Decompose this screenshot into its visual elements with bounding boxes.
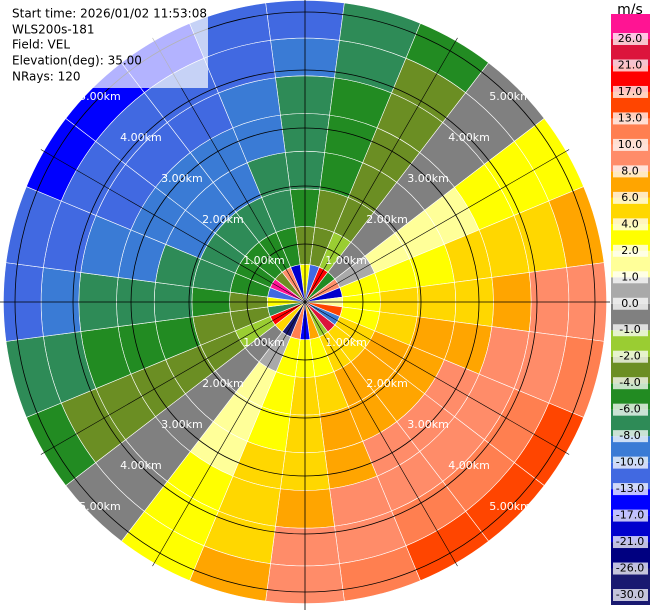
colorbar-label-bg (613, 509, 648, 522)
colorbar-label: -8.0 (619, 429, 640, 442)
range-ring (130, 127, 480, 477)
colorbar-label: 21.0 (618, 58, 643, 71)
colorbar-label-bg (613, 33, 648, 45)
colorbar-label: -10.0 (616, 456, 644, 469)
colorbar-label: 13.0 (618, 111, 643, 124)
range-label: 3.00km (407, 418, 449, 431)
range-label: 2.00km (202, 377, 244, 390)
colorbar-label-bg (613, 218, 648, 231)
range-label: 4.00km (120, 459, 162, 472)
range-label: 2.00km (366, 213, 408, 226)
colorbar-label: 8.0 (621, 164, 639, 177)
range-label: 4.00km (448, 459, 490, 472)
colorbar-label-bg (613, 297, 648, 310)
info-line: Elevation(deg): 35.00 (12, 54, 142, 68)
colorbar-label-bg (613, 430, 648, 443)
colorbar-label-bg (613, 138, 648, 151)
colorbar-label-bg (613, 536, 648, 549)
colorbar-label: -13.0 (616, 482, 644, 495)
colorbar-label: 4.0 (621, 217, 639, 230)
range-label: 4.00km (448, 131, 490, 144)
colorbar-label: -2.0 (619, 350, 640, 363)
colorbar-label: -30.0 (616, 588, 644, 601)
colorbar-label: 26.0 (618, 32, 643, 45)
range-label: 2.00km (202, 213, 244, 226)
info-line: NRays: 120 (12, 70, 81, 84)
colorbar-label: 0.0 (621, 297, 639, 310)
colorbar-label-bg (613, 350, 648, 363)
range-label: 5.00km (489, 500, 531, 513)
range-label: 1.00km (325, 254, 367, 267)
range-label: 5.00km (79, 90, 121, 103)
colorbar-label: -6.0 (619, 403, 640, 416)
range-ring (72, 69, 538, 535)
info-box (8, 4, 208, 88)
range-ring (14, 11, 596, 593)
spoke (152, 37, 458, 567)
info-line: Start time: 2026/01/02 11:53:08 (12, 7, 207, 21)
colorbar-label-bg (613, 271, 648, 284)
colorbar-label-bg (613, 403, 648, 416)
range-label: 2.00km (366, 377, 408, 390)
range-label: 1.00km (325, 336, 367, 349)
overlay (0, 0, 610, 610)
colorbar-label: -17.0 (616, 509, 644, 522)
colorbar-label-bg (613, 324, 648, 337)
range-ring (188, 185, 422, 419)
range-label: 3.00km (161, 418, 203, 431)
colorbar-label-bg (613, 483, 648, 496)
colorbar-label: -26.0 (616, 562, 644, 575)
range-label: 5.00km (489, 90, 531, 103)
range-label: 4.00km (120, 131, 162, 144)
range-ring (246, 243, 364, 361)
colorbar-label-bg (613, 377, 648, 390)
range-label: 1.00km (243, 336, 285, 349)
colorbar-label: 10.0 (618, 138, 643, 151)
colorbar-label-bg (613, 85, 648, 98)
colorbar-label-bg (613, 191, 648, 204)
colorbar-label: -1.0 (619, 323, 640, 336)
range-label: 1.00km (243, 254, 285, 267)
colorbar-label-bg (613, 456, 648, 469)
colorbar-label-bg (613, 562, 648, 575)
colorbar-label: 6.0 (621, 191, 639, 204)
range-label: 3.00km (161, 172, 203, 185)
colorbar-label: -21.0 (616, 535, 644, 548)
colorbar-label: -4.0 (619, 376, 640, 389)
ppi-cells (3, 0, 607, 604)
colorbar-label-bg (613, 589, 648, 601)
colorbar-label-bg (613, 112, 648, 125)
info-line: WLS200s-181 (12, 23, 95, 37)
colorbar-label-bg (613, 165, 648, 178)
colorbar-label: 1.0 (621, 270, 639, 283)
range-label: 3.00km (407, 172, 449, 185)
colorbar-label-bg (613, 59, 648, 72)
range-label: 5.00km (79, 500, 121, 513)
colorbar-label-bg (613, 244, 648, 257)
info-line: Field: VEL (12, 38, 70, 52)
colorbar-label: 2.0 (621, 244, 639, 257)
colorbar-label: 17.0 (618, 85, 643, 98)
